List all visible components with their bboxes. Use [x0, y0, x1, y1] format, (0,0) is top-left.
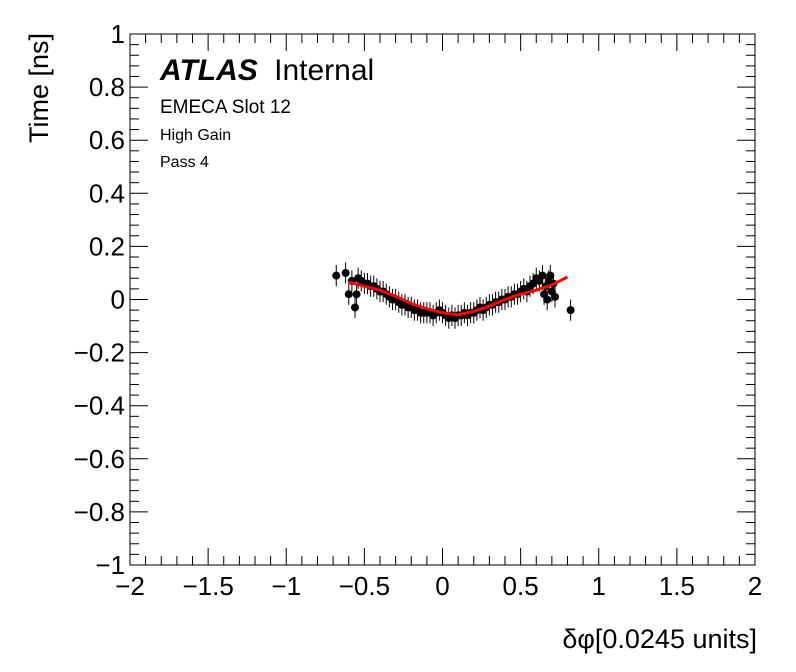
- fit-curve: [348, 275, 569, 317]
- x-tick-label: −1.5: [182, 571, 233, 601]
- point-marker: [351, 303, 359, 312]
- point-marker: [543, 295, 552, 304]
- point-marker: [551, 292, 559, 301]
- pass-label: Pass 4: [160, 154, 209, 171]
- point-marker: [538, 271, 547, 280]
- data-point: [352, 283, 361, 305]
- data-point: [341, 262, 350, 284]
- y-tick-label: −0.8: [74, 497, 125, 527]
- data-point: [344, 283, 353, 305]
- axis-ticks: [129, 33, 756, 566]
- atlas-experiment: ATLAS: [159, 54, 258, 87]
- y-tick-label: −1: [95, 550, 125, 580]
- data-point: [566, 299, 575, 321]
- y-tick-label: 0.2: [89, 231, 125, 261]
- x-tick-label: 1.5: [659, 571, 695, 601]
- point-marker: [344, 290, 353, 299]
- x-tick-label: −0.5: [339, 571, 390, 601]
- point-marker: [332, 271, 341, 280]
- atlas-status: Internal: [274, 54, 374, 87]
- data-point: [332, 264, 341, 287]
- plot-frame: [129, 33, 756, 566]
- y-tick-label: 0.8: [89, 72, 125, 102]
- point-marker: [341, 268, 350, 277]
- data-point: [538, 264, 547, 287]
- x-tick-label: 0: [435, 571, 449, 601]
- x-tick-label: 2: [748, 571, 762, 601]
- y-tick-label: 0: [111, 285, 125, 315]
- y-tick-label: −0.6: [74, 444, 125, 474]
- y-axis-title: Time [ns]: [24, 33, 54, 143]
- x-tick-label: 1: [592, 571, 606, 601]
- x-tick-label: 0.5: [503, 571, 539, 601]
- detector-label: EMECA Slot 12: [160, 97, 291, 118]
- y-tick-label: 1: [111, 19, 125, 49]
- point-marker: [546, 271, 555, 280]
- y-tick-label: −0.2: [74, 338, 125, 368]
- x-axis-title: δφ[0.0245 units]: [562, 624, 757, 654]
- y-tick-label: 0.4: [89, 178, 125, 208]
- y-tick-label: −0.4: [74, 391, 125, 421]
- data-point: [551, 286, 559, 308]
- data-point: [351, 296, 359, 319]
- point-marker: [566, 306, 575, 315]
- atlas-label: ATLAS Internal: [159, 54, 374, 87]
- x-tick-label: −2: [115, 571, 145, 601]
- x-tick-label: −1: [271, 571, 301, 601]
- y-tick-label: 0.6: [89, 125, 125, 155]
- gain-label: High Gain: [160, 127, 231, 144]
- data-point: [543, 288, 552, 311]
- axis-tick-labels: −2 −1.5 −1 −0.5 0 0.5 1 1.5 2 −1 −0.8 −0.6 −0.4 −0.2 0…: [74, 19, 763, 601]
- fit-line: [348, 275, 569, 317]
- point-marker: [352, 290, 361, 299]
